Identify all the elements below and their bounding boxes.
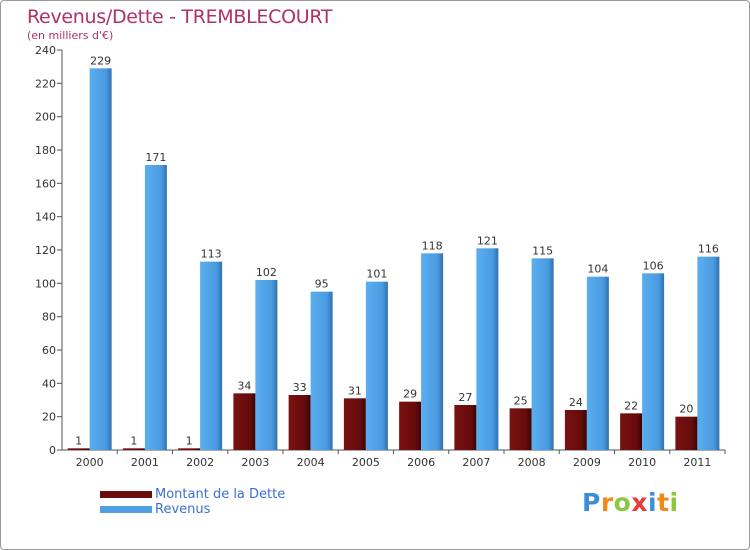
y-tick-label: 80 [42,311,56,324]
y-tick-label: 60 [42,344,56,357]
bar-revenus [200,261,223,450]
bar-revenus [310,291,333,450]
data-label-revenus: 121 [477,234,498,247]
y-tick-label: 240 [35,44,56,57]
legend-label-revenus: Revenus [155,502,211,517]
logo-letter: x [631,488,648,517]
bar-revenus [144,165,167,450]
data-label-revenus: 229 [90,54,111,67]
logo-letter: P [582,488,601,517]
x-tick-label: 2010 [628,456,656,469]
bar-dette [454,405,477,450]
bar-dette [122,448,145,450]
data-label-revenus: 104 [587,263,608,276]
x-tick-label: 2003 [241,456,269,469]
y-tick-label: 160 [35,177,56,190]
data-label-dette: 25 [514,394,528,407]
data-label-revenus: 115 [532,244,553,257]
bar-dette [178,448,201,450]
x-tick-label: 2004 [297,456,325,469]
logo-letter: i [648,488,658,517]
x-tick-label: 2002 [186,456,214,469]
y-tick-label: 220 [35,77,56,90]
bar-dette [67,448,90,450]
y-tick-label: 200 [35,111,56,124]
logo-letter: r [600,488,614,517]
data-label-revenus: 106 [643,259,664,272]
proxiti-logo: Proxiti [582,488,679,517]
logo-letter: i [669,488,679,517]
data-label-revenus: 113 [201,248,222,261]
bar-revenus [531,258,554,450]
data-label-dette: 31 [348,384,362,397]
bar-revenus [586,276,609,450]
bar-revenus [255,280,278,450]
bar-revenus [642,273,665,450]
bar-dette [233,393,256,450]
data-label-dette: 1 [75,434,82,447]
bar-dette [675,416,698,450]
bar-dette [620,413,643,450]
x-tick-label: 2009 [573,456,601,469]
data-label-dette: 33 [293,381,307,394]
x-tick-label: 2000 [76,456,104,469]
bar-revenus [697,256,720,450]
legend-swatch-dette [100,491,152,498]
x-tick-label: 2006 [407,456,435,469]
chart-title: Revenus/Dette - TREMBLECOURT [27,6,333,28]
bar-dette [564,410,587,450]
data-label-dette: 22 [624,399,638,412]
data-label-dette: 29 [403,388,417,401]
logo-letter: t [657,488,670,517]
chart-subtitle: (en milliers d'€) [27,29,114,42]
y-tick-label: 140 [35,211,56,224]
x-tick-label: 2008 [518,456,546,469]
data-label-revenus: 95 [315,278,329,291]
legend-swatch-revenus [100,506,152,513]
logo-letter: o [613,488,632,517]
data-label-dette: 24 [569,396,583,409]
bar-revenus [365,281,388,450]
bar-dette [288,395,311,450]
data-label-revenus: 171 [145,151,166,164]
bar-dette [343,398,366,450]
y-tick-label: 100 [35,277,56,290]
bar-revenus [421,253,444,450]
y-tick-label: 0 [49,444,56,457]
data-label-revenus: 118 [422,239,443,252]
x-tick-label: 2011 [683,456,711,469]
data-label-dette: 20 [679,403,693,416]
data-label-dette: 1 [186,434,193,447]
y-tick-label: 180 [35,144,56,157]
data-label-revenus: 116 [698,243,719,256]
bar-dette [509,408,532,450]
bar-revenus [476,248,499,450]
bar-revenus [89,68,112,450]
y-tick-label: 120 [35,244,56,257]
x-tick-label: 2005 [352,456,380,469]
data-label-revenus: 101 [366,268,387,281]
data-label-dette: 1 [130,434,137,447]
data-label-dette: 34 [237,379,251,392]
bar-dette [399,401,422,450]
data-label-revenus: 102 [256,266,277,279]
y-tick-label: 20 [42,411,56,424]
y-tick-label: 40 [42,377,56,390]
chart-bars: 1 229 1 171 1 113 34 102 33 95 31 101 29 118 27 121 25 11… [67,54,720,450]
data-label-dette: 27 [458,391,472,404]
legend-label-dette: Montant de la Dette [155,487,286,502]
x-tick-label: 2007 [462,456,490,469]
x-tick-label: 2001 [131,456,159,469]
